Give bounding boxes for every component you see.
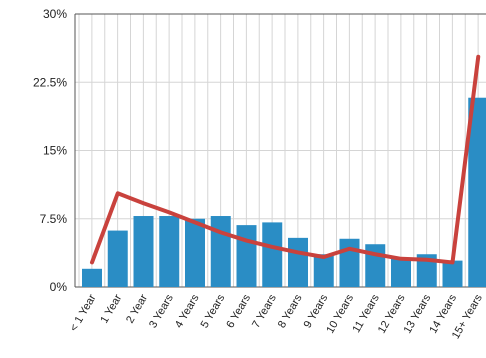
bar [416, 254, 437, 287]
bar [288, 237, 308, 287]
bar [82, 268, 102, 287]
bar [107, 230, 128, 287]
bar [133, 216, 154, 287]
x-tick-label: < 1 Year [68, 292, 99, 334]
bar [391, 258, 411, 287]
bar [262, 222, 283, 287]
bar [365, 244, 386, 287]
bar [313, 254, 334, 287]
y-tick-label: 22.5% [33, 75, 67, 89]
x-tick-label: 1 Year [98, 292, 124, 325]
bar [185, 218, 205, 287]
y-tick-label: 0% [50, 280, 68, 294]
bar [159, 216, 180, 287]
bar [236, 225, 257, 287]
bar [210, 216, 231, 287]
x-tick-label: 2 Year [124, 292, 150, 325]
line [90, 54, 481, 265]
y-tick-label: 15% [43, 144, 67, 158]
bar [339, 238, 360, 287]
bar [442, 260, 463, 287]
y-tick-label: 7.5% [40, 212, 68, 226]
bar [468, 97, 486, 287]
y-tick-label: 30% [43, 7, 67, 21]
